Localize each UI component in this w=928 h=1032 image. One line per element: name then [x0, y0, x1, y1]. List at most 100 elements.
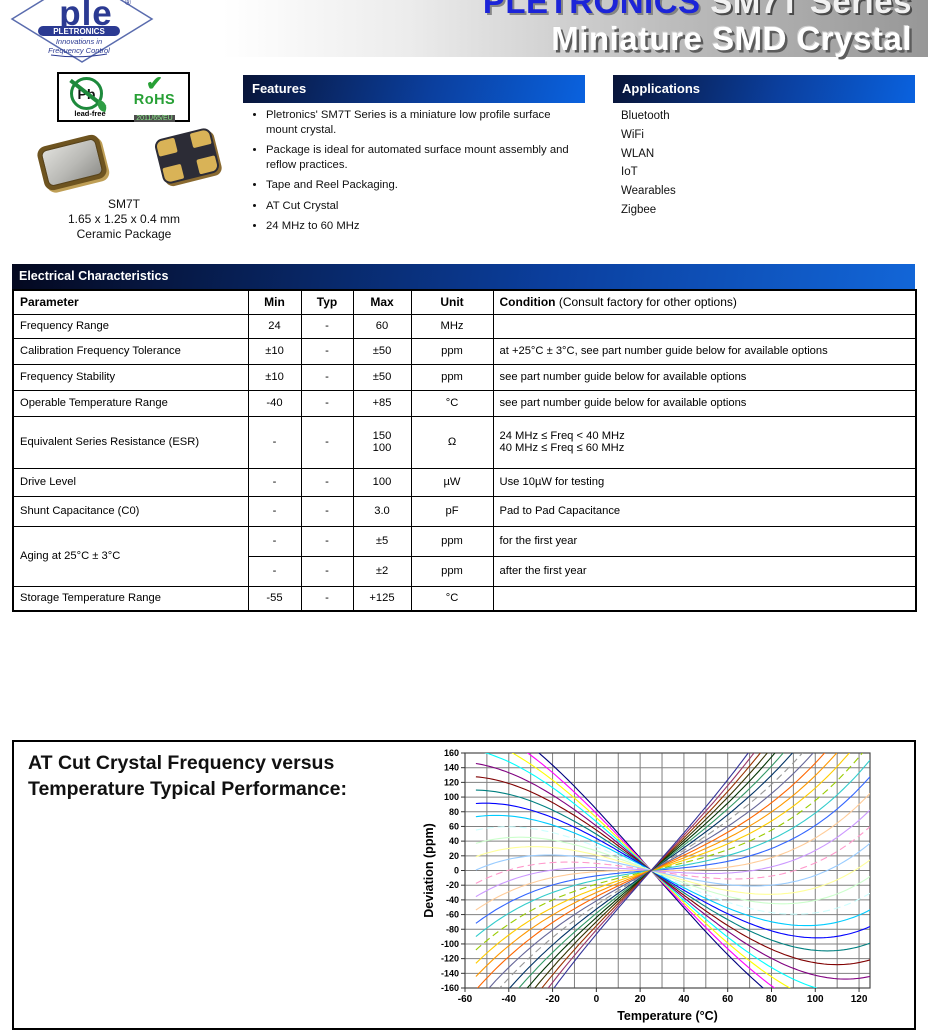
column-header-condition: Condition (Consult factory for other opt… — [492, 289, 917, 315]
at-cut-curve — [498, 753, 804, 988]
header-band — [0, 0, 928, 57]
value-cell: ppm — [410, 555, 494, 587]
parameter-cell: Frequency Stability — [12, 363, 249, 391]
x-tick-label: 80 — [766, 994, 778, 1005]
package-dimensions: 1.65 x 1.25 x 0.4 mm — [67, 212, 181, 226]
parameter-cell: Shunt Capacitance (C0) — [12, 495, 249, 527]
application-item: Bluetooth — [621, 110, 670, 122]
at-cut-curve — [475, 753, 864, 951]
features-list: Pletronics' SM7T Series is a miniature l… — [247, 108, 583, 234]
application-item: WLAN — [621, 147, 655, 160]
feature-item: Package is ideal for automated surface m… — [266, 143, 583, 172]
value-cell: pF — [410, 495, 494, 527]
table-row: Equivalent Series Resistance (ESR) - -150 … — [12, 415, 917, 469]
frequency-temperature-chart: 160 140 120 100 80 60 40 20 0 -20 -40 -60 -80 -100 -12… — [422, 748, 871, 1023]
at-cut-curve — [488, 753, 814, 988]
at-cut-curve — [534, 753, 768, 988]
column-header: Parameter — [12, 289, 249, 315]
table-row: Storage Temperature Range -55- +125 °C — [12, 585, 917, 612]
x-tick-label: 120 — [851, 994, 868, 1005]
table-row: Frequency Stability ±10- ±50 ppm see part nu… — [12, 363, 917, 391]
x-tick-label: -60 — [458, 994, 473, 1005]
at-cut-curve — [475, 836, 870, 905]
at-cut-curve — [475, 846, 870, 895]
logo-tagline-2: Frequency Control — [48, 46, 110, 55]
value-cell: - — [247, 495, 302, 527]
logo-tagline-1: Innovations in — [56, 37, 102, 46]
table-row: Drive Level - -100 µW Use 10µW for testing — [12, 467, 917, 497]
registered-mark-icon: ® — [125, 0, 131, 7]
condition-cell: 24 MHz ≤ Freq < 40 MHz 40 MHz ≤ Freq ≤ 6… — [492, 415, 917, 469]
y-tick-label: 40 — [449, 836, 459, 846]
at-cut-curve — [475, 753, 850, 964]
value-cell: 100 — [352, 467, 412, 497]
value-cell: - — [300, 555, 354, 587]
condition-cell: Use 10µW for testing — [492, 467, 917, 497]
at-cut-curve — [553, 753, 749, 988]
parameter-cell: Aging at 25°C ± 3°C — [12, 525, 249, 587]
value-cell: -40 — [247, 389, 302, 417]
electrical-characteristics-header: Electrical Characteristics — [12, 264, 915, 289]
applications-header: Applications — [613, 75, 915, 103]
application-item: Wearables — [621, 185, 676, 198]
condition-cell: for the first year — [492, 525, 917, 557]
at-cut-curve — [511, 753, 791, 988]
compliance-badge: Pb lead-free ✔ RoHS 2011/65/EU — [57, 72, 190, 122]
column-header: Typ — [300, 289, 354, 315]
solder-pad — [196, 155, 219, 175]
y-tick-label: -80 — [446, 924, 459, 934]
value-cell: - — [247, 525, 302, 557]
y-tick-label: 0 — [454, 866, 459, 876]
x-tick-label: 60 — [722, 994, 734, 1005]
value-cell: -55 — [247, 585, 302, 612]
at-cut-curve — [526, 753, 776, 988]
y-tick-label: 60 — [449, 821, 459, 831]
at-cut-curve — [475, 759, 870, 938]
value-cell: - — [300, 495, 354, 527]
table-row: Shunt Capacitance (C0) - -3.0 pF Pad to Pad … — [12, 495, 917, 527]
at-cut-curve — [475, 809, 870, 898]
value-cell: +85 — [352, 389, 412, 417]
parameter-cell: Drive Level — [12, 467, 249, 497]
y-tick-label: -20 — [446, 880, 459, 890]
parameter-cell: Operable Temperature Range — [12, 389, 249, 417]
value-cell: - — [247, 555, 302, 587]
condition-cell: see part number guide below for availabl… — [492, 389, 917, 417]
y-tick-label: -40 — [446, 895, 459, 905]
table-body: Frequency Range 24-60 MHz Calibration Frequ… — [12, 313, 917, 612]
value-cell: - — [300, 313, 354, 339]
at-cut-curve — [475, 802, 870, 939]
at-cut-curve — [475, 826, 870, 884]
y-tick-label: -160 — [441, 983, 459, 993]
chart-title-line1: AT Cut Crystal Frequency versus — [28, 752, 335, 774]
at-cut-curve — [475, 793, 870, 911]
column-header: Unit — [410, 289, 494, 315]
parameter-cell: Storage Temperature Range — [12, 585, 249, 612]
y-tick-label: 160 — [444, 748, 459, 758]
rohs-label: RoHS — [133, 92, 176, 108]
value-cell: ±50 — [352, 337, 412, 365]
value-cell: ±10 — [247, 363, 302, 391]
value-cell: 24 — [247, 313, 302, 339]
application-item: IoT — [621, 166, 638, 179]
y-tick-label: -60 — [446, 910, 459, 920]
crystal-bottom-view-image — [153, 126, 221, 186]
at-cut-curve — [484, 753, 818, 988]
table-header: Parameter Min Typ Max Unit Condition (Consult… — [12, 289, 917, 315]
title-series: SM7T Series — [700, 0, 912, 20]
chart-title: AT Cut Crystal Frequency versus Temperat… — [28, 750, 347, 802]
at-cut-curve — [475, 842, 870, 887]
value-cell: ppm — [410, 525, 494, 557]
feature-item: Tape and Reel Packaging. — [266, 178, 583, 193]
table-row: Frequency Range 24-60 MHz — [12, 313, 917, 339]
value-cell: - — [300, 363, 354, 391]
electrical-characteristics-table: Parameter Min Typ Max Unit Condition (Consult… — [12, 289, 917, 612]
parameter-cell: Frequency Range — [12, 313, 249, 339]
column-header: Min — [247, 289, 302, 315]
lead-free-label: lead-free — [74, 109, 106, 118]
y-tick-label: -100 — [441, 939, 459, 949]
rohs-badge: ✔ RoHS 2011/65/EU — [121, 74, 188, 122]
feature-item: AT Cut Crystal — [266, 199, 583, 214]
x-tick-label: 20 — [635, 994, 647, 1005]
